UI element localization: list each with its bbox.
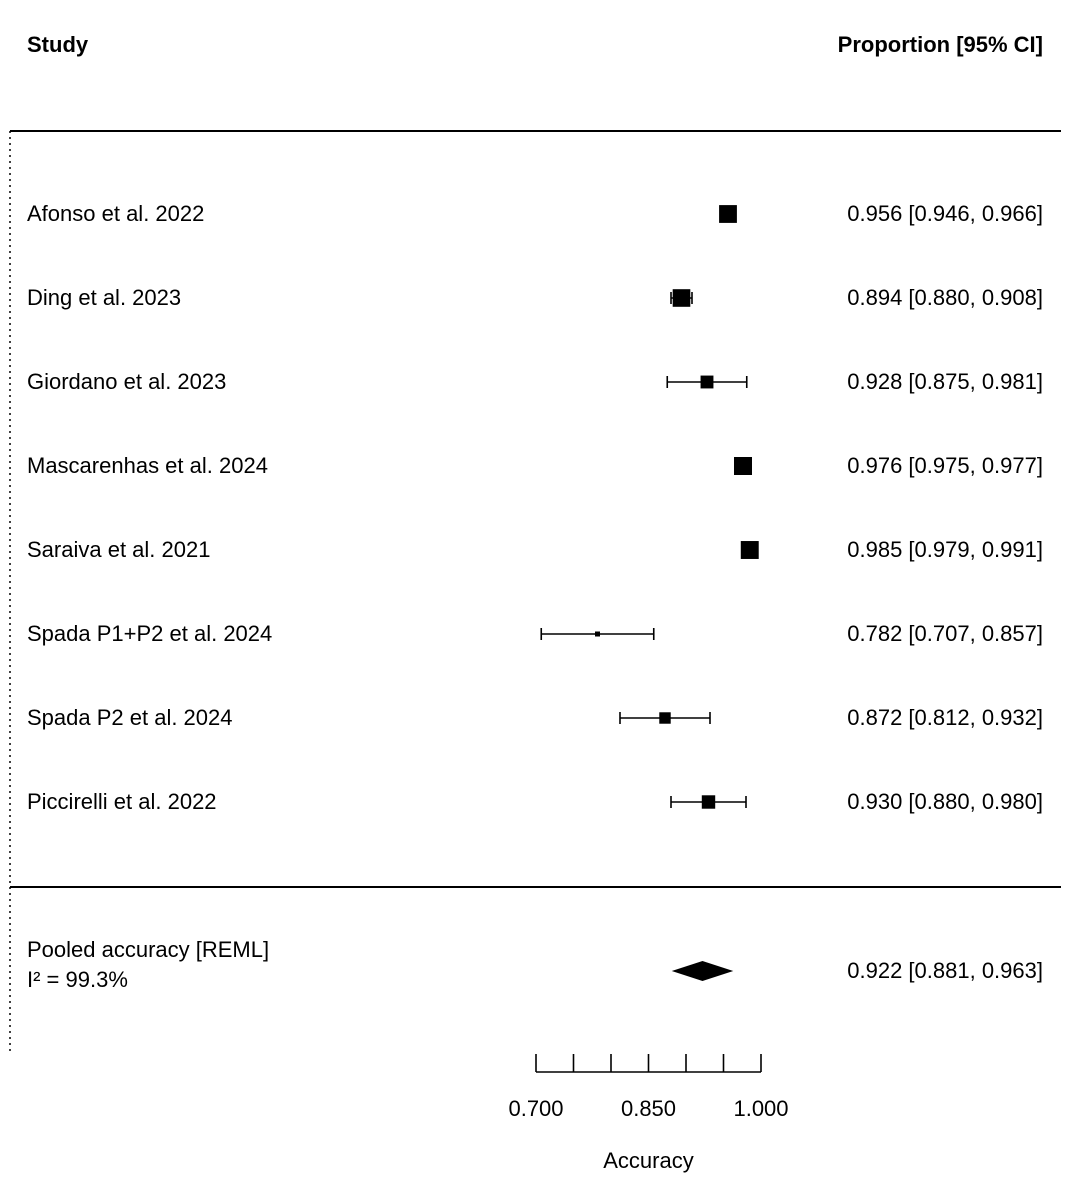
study-estimate-text: 0.930 [0.880, 0.980] [847, 789, 1043, 814]
study-estimate-text: 0.928 [0.875, 0.981] [847, 369, 1043, 394]
point-estimate-square [701, 795, 716, 809]
study-row: Saraiva et al. 2021 0.985 [0.979, 0.991] [27, 537, 1043, 562]
study-label: Saraiva et al. 2021 [27, 537, 210, 562]
x-tick-label: 0.850 [621, 1096, 676, 1121]
study-label: Giordano et al. 2023 [27, 369, 226, 394]
study-row: Spada P2 et al. 2024 0.872 [0.812, 0.932] [27, 705, 1043, 730]
study-label: Ding et al. 2023 [27, 285, 181, 310]
study-rows: Afonso et al. 2022 0.956 [0.946, 0.966] Di… [27, 201, 1043, 814]
point-estimate-square [719, 205, 737, 223]
point-estimate-square [672, 289, 691, 307]
study-row: Giordano et al. 2023 0.928 [0.875, 0.981] [27, 369, 1043, 394]
study-label: Spada P2 et al. 2024 [27, 705, 233, 730]
pooled-label: Pooled accuracy [REML] [27, 937, 269, 962]
study-estimate-text: 0.872 [0.812, 0.932] [847, 705, 1043, 730]
study-row: Piccirelli et al. 2022 0.930 [0.880, 0.98… [27, 789, 1043, 814]
study-row: Spada P1+P2 et al. 2024 0.782 [0.707, 0.8… [27, 621, 1043, 646]
study-label: Piccirelli et al. 2022 [27, 789, 217, 814]
point-estimate-square [700, 375, 714, 389]
point-estimate-square [740, 541, 759, 559]
pooled-row: Pooled accuracy [REML] I² = 99.3% 0.922 [0… [27, 937, 1043, 992]
study-row: Afonso et al. 2022 0.956 [0.946, 0.966] [27, 201, 1043, 226]
study-estimate-text: 0.985 [0.979, 0.991] [847, 537, 1043, 562]
x-axis: 0.700 0.850 1.000 Accuracy [508, 1054, 789, 1173]
x-axis-title: Accuracy [603, 1148, 693, 1173]
heterogeneity-label: I² = 99.3% [27, 967, 128, 992]
study-label: Spada P1+P2 et al. 2024 [27, 621, 272, 646]
point-estimate-square [595, 631, 600, 637]
study-estimate-text: 0.782 [0.707, 0.857] [847, 621, 1043, 646]
x-tick-label: 1.000 [733, 1096, 788, 1121]
study-estimate-text: 0.894 [0.880, 0.908] [847, 285, 1043, 310]
x-tick-label: 0.700 [508, 1096, 563, 1121]
point-estimate-square [734, 457, 752, 475]
pooled-estimate-text: 0.922 [0.881, 0.963] [847, 958, 1043, 983]
study-row: Ding et al. 2023 0.894 [0.880, 0.908] [27, 285, 1043, 310]
study-label: Afonso et al. 2022 [27, 201, 204, 226]
estimate-column-header: Proportion [95% CI] [838, 32, 1043, 57]
pooled-diamond [671, 961, 734, 981]
point-estimate-square [659, 712, 671, 724]
study-label: Mascarenhas et al. 2024 [27, 453, 268, 478]
study-column-header: Study [27, 32, 89, 57]
study-row: Mascarenhas et al. 2024 0.976 [0.975, 0.9… [27, 453, 1043, 478]
study-estimate-text: 0.976 [0.975, 0.977] [847, 453, 1043, 478]
study-estimate-text: 0.956 [0.946, 0.966] [847, 201, 1043, 226]
